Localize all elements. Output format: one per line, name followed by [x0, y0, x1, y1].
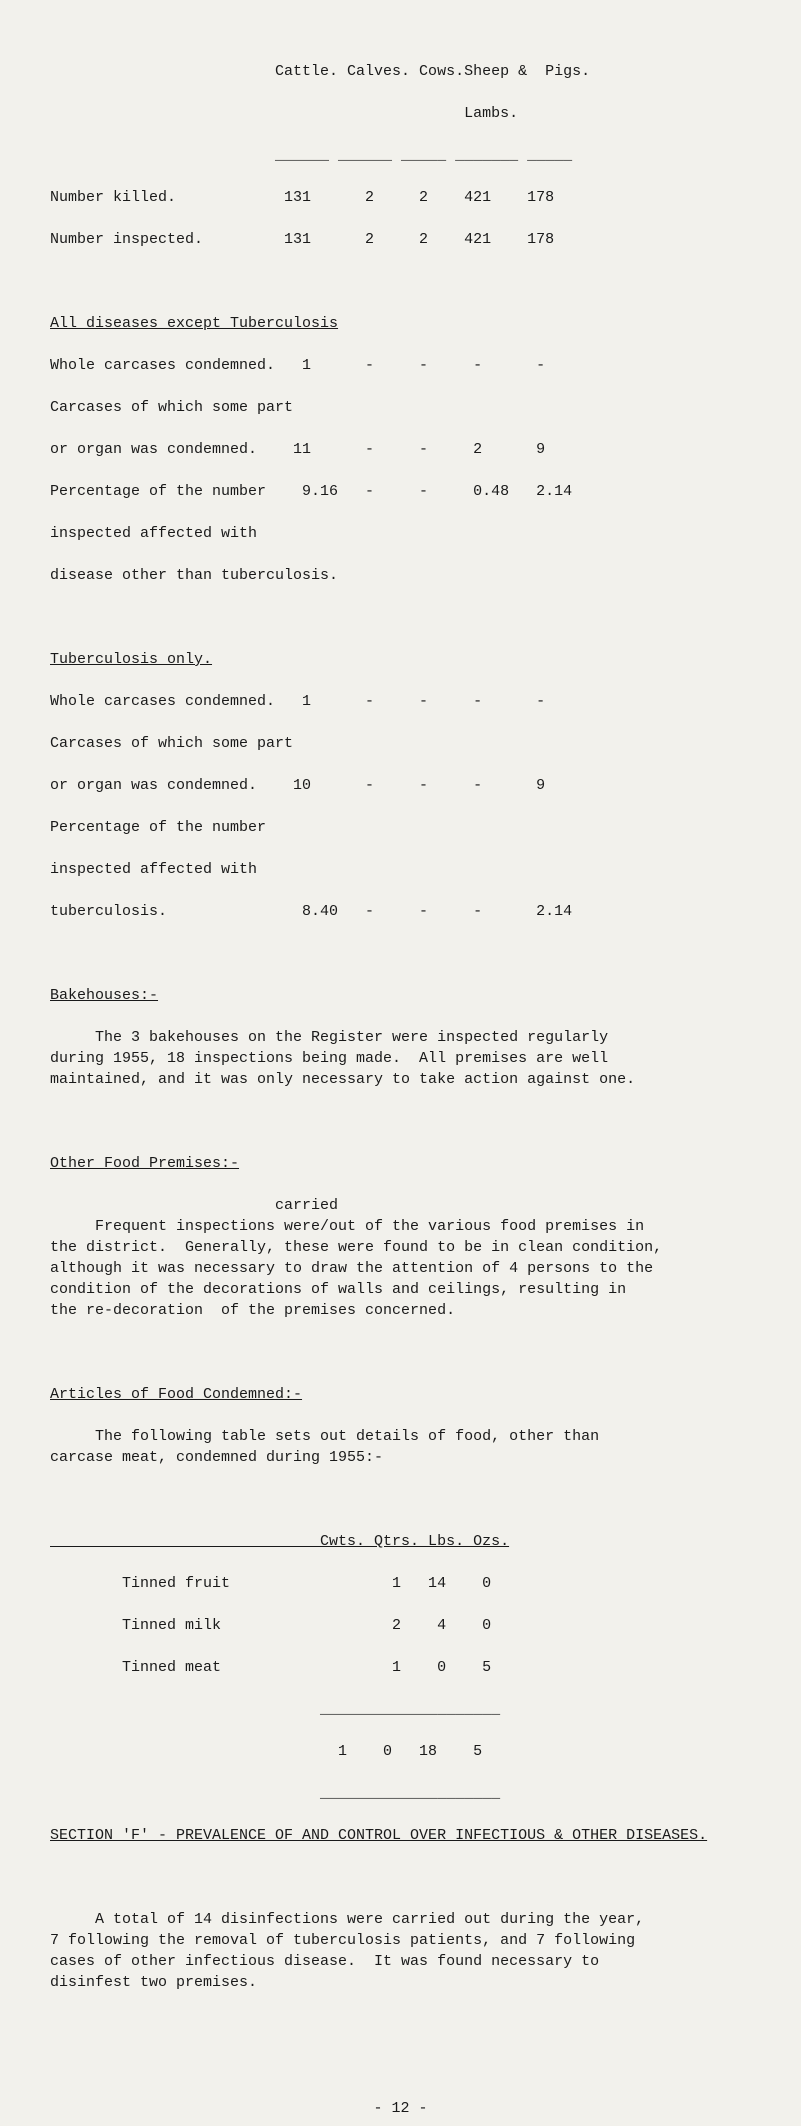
tb-only-title: Tuberculosis only. [50, 649, 751, 670]
document-page: Cattle. Calves. Cows.Sheep & Pigs. Lambs… [50, 40, 751, 2126]
articles-total: 1 0 18 5 [50, 1741, 751, 1762]
all-diseases-line0: Whole carcases condemned. 1 - - - - [50, 355, 751, 376]
all-diseases-line2: or organ was condemned. 11 - - 2 9 [50, 439, 751, 460]
articles-title: Articles of Food Condemned:- [50, 1384, 751, 1405]
articles-row0: Tinned fruit 1 14 0 [50, 1573, 751, 1594]
table1-row1: Number inspected. 131 2 2 421 178 [50, 229, 751, 250]
tb-only-line4: inspected affected with [50, 859, 751, 880]
table1-header: Cattle. Calves. Cows.Sheep & Pigs. [50, 61, 751, 82]
all-diseases-title: All diseases except Tuberculosis [50, 313, 751, 334]
bakehouses-para: The 3 bakehouses on the Register were in… [50, 1027, 751, 1090]
all-diseases-line1: Carcases of which some part [50, 397, 751, 418]
section-f-para: A total of 14 disinfections were carried… [50, 1909, 751, 1993]
section-f-title: SECTION 'F' - PREVALENCE OF AND CONTROL … [50, 1825, 751, 1846]
articles-row2: Tinned meat 1 0 5 [50, 1657, 751, 1678]
tb-only-line5: tuberculosis. 8.40 - - - 2.14 [50, 901, 751, 922]
page-number: - 12 - [50, 2098, 751, 2119]
articles-intro: The following table sets out details of … [50, 1426, 751, 1468]
articles-table-header: Cwts. Qtrs. Lbs. Ozs. [50, 1531, 751, 1552]
articles-rule: ____________________ [50, 1699, 751, 1720]
tb-only-line1: Carcases of which some part [50, 733, 751, 754]
articles-rule2: ____________________ [50, 1783, 751, 1804]
articles-row1: Tinned milk 2 4 0 [50, 1615, 751, 1636]
table1-header2: Lambs. [50, 103, 751, 124]
other-food-para: carried Frequent inspections were/out of… [50, 1195, 751, 1321]
table1-row0: Number killed. 131 2 2 421 178 [50, 187, 751, 208]
tb-only-line3: Percentage of the number [50, 817, 751, 838]
all-diseases-line3: Percentage of the number 9.16 - - 0.48 2… [50, 481, 751, 502]
tb-only-line2: or organ was condemned. 10 - - - 9 [50, 775, 751, 796]
bakehouses-title: Bakehouses:- [50, 985, 751, 1006]
table1-rule: ______ ______ _____ _______ _____ [50, 145, 751, 166]
other-food-title: Other Food Premises:- [50, 1153, 751, 1174]
all-diseases-line5: disease other than tuberculosis. [50, 565, 751, 586]
tb-only-line0: Whole carcases condemned. 1 - - - - [50, 691, 751, 712]
all-diseases-line4: inspected affected with [50, 523, 751, 544]
